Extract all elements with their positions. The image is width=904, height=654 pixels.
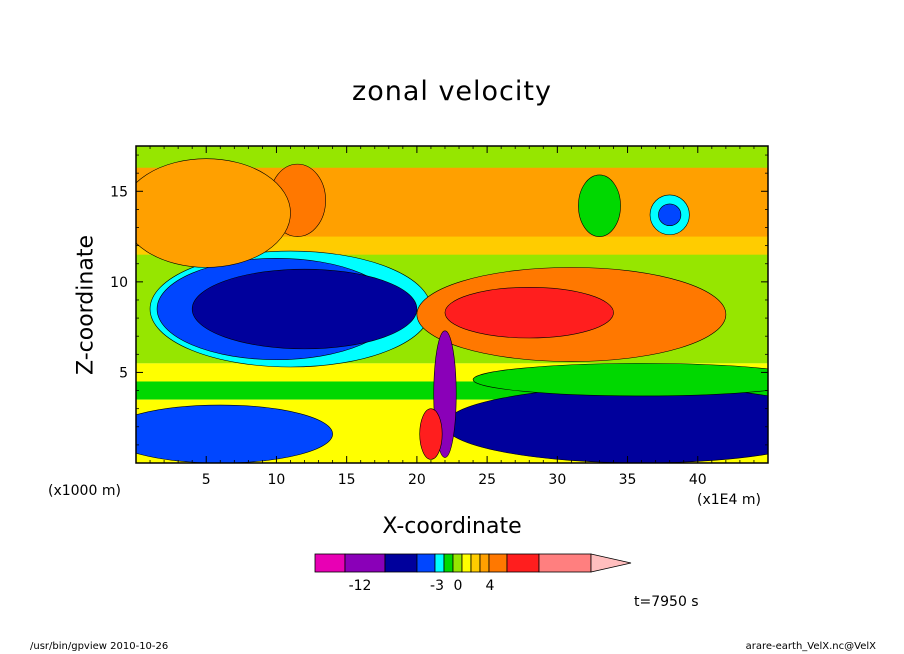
colorbar-swatch [434, 553, 445, 573]
x-tick-label: 15 [338, 472, 356, 488]
colorbar-swatch [452, 553, 463, 573]
chart-title: zonal velocity [352, 76, 552, 107]
footer-right: arare-earth_VelX.nc@VelX [745, 641, 876, 652]
colorbar-swatch [470, 553, 481, 573]
colorbar-swatch [416, 553, 436, 573]
plot-area [136, 146, 768, 463]
field-region [444, 386, 768, 463]
colorbar-swatch [314, 553, 346, 573]
x-tick-label: 25 [478, 472, 496, 488]
x-tick-label: 20 [408, 472, 426, 488]
colorbar-swatch [344, 553, 386, 573]
x-axis-units: (x1E4 m) [697, 492, 761, 508]
colorbar-swatch [506, 553, 540, 573]
footer-left: /usr/bin/gpview 2010-10-26 [30, 641, 169, 652]
field-region [136, 404, 333, 463]
colorbar-tick-label: 0 [454, 578, 463, 594]
field-region [444, 286, 614, 339]
colorbar: -12 -3 0 4 [314, 553, 632, 594]
field-region [191, 268, 418, 350]
colorbar-swatch [488, 553, 508, 573]
colorbar-swatch [461, 553, 472, 573]
colorbar-arrow [590, 553, 632, 573]
field-region [136, 158, 291, 268]
y-axis-units: (x1000 m) [48, 483, 121, 499]
x-tick-label: 40 [689, 472, 707, 488]
field-region [658, 203, 682, 227]
x-tick-label: 35 [619, 472, 637, 488]
field-region [578, 174, 621, 237]
x-axis-label: X-coordinate [382, 514, 522, 539]
colorbar-swatch [479, 553, 490, 573]
x-tick-label: 10 [268, 472, 286, 488]
colorbar-swatch [384, 553, 418, 573]
field-shading [136, 146, 768, 463]
colorbar-swatch [538, 553, 592, 573]
y-tick-label: 10 [110, 275, 128, 291]
y-tick-label: 5 [119, 365, 128, 381]
field-band [136, 146, 768, 168]
colorbar-swatch [443, 553, 454, 573]
y-tick-label: 15 [110, 184, 128, 200]
x-tick-label: 30 [548, 472, 566, 488]
field-region [419, 408, 443, 460]
field-region [472, 363, 768, 397]
colorbar-tick-label: -3 [430, 578, 444, 594]
colorbar-tick-label: -12 [349, 578, 372, 594]
axes: 5 10 15 20 25 30 35 40 5 10 15 [110, 145, 769, 488]
x-tick-label: 5 [202, 472, 211, 488]
plot-frame [135, 145, 769, 464]
time-label: t=7950 s [634, 594, 699, 610]
colorbar-tick-label: 4 [486, 578, 495, 594]
